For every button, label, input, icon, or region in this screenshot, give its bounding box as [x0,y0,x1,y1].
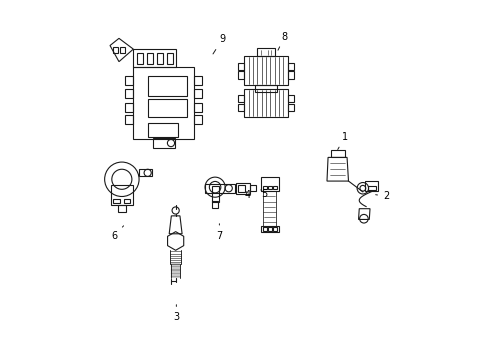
Bar [211,186,218,202]
Bar [255,85,276,92]
Text: 3: 3 [173,305,179,322]
Bar [194,103,202,112]
Bar [194,116,202,125]
Bar [263,227,266,231]
Bar [235,183,249,194]
Bar [249,185,256,191]
Bar [287,63,293,70]
Bar [167,53,172,64]
Bar [287,104,293,111]
Bar [273,186,276,189]
Text: 4: 4 [244,190,251,200]
Text: 9: 9 [213,35,225,54]
Bar [137,53,142,64]
Bar [273,227,276,231]
Bar [147,99,187,117]
Text: 5: 5 [260,189,267,199]
Bar [267,186,271,189]
Bar [194,76,202,85]
Bar [113,199,120,203]
Bar [330,149,344,157]
Bar [124,199,130,203]
Bar [117,205,126,212]
Bar [125,76,133,85]
Bar [287,71,293,78]
Bar [238,104,244,111]
Bar [365,181,378,192]
Bar [260,177,278,191]
Bar [212,201,218,208]
Bar [125,103,133,112]
Text: 8: 8 [277,32,287,50]
Bar [244,89,287,117]
Bar [125,116,133,125]
Bar [111,185,132,205]
Text: 1: 1 [337,132,347,149]
Bar [263,186,266,189]
Bar [238,95,244,102]
Bar [147,53,152,64]
Bar [260,226,278,232]
Bar [238,185,244,192]
Bar [238,63,244,70]
Text: 6: 6 [111,226,123,240]
Text: 7: 7 [216,224,222,240]
Bar [120,47,125,53]
Text: 2: 2 [375,191,388,201]
Bar [194,89,202,98]
Bar [153,138,174,148]
Bar [267,227,271,231]
Bar [147,123,178,137]
Bar [244,56,287,85]
Bar [157,53,163,64]
Bar [257,48,274,56]
Bar [125,89,133,98]
Bar [287,95,293,102]
Bar [112,47,117,53]
Bar [147,76,187,96]
Bar [367,186,375,190]
Bar [238,71,244,78]
